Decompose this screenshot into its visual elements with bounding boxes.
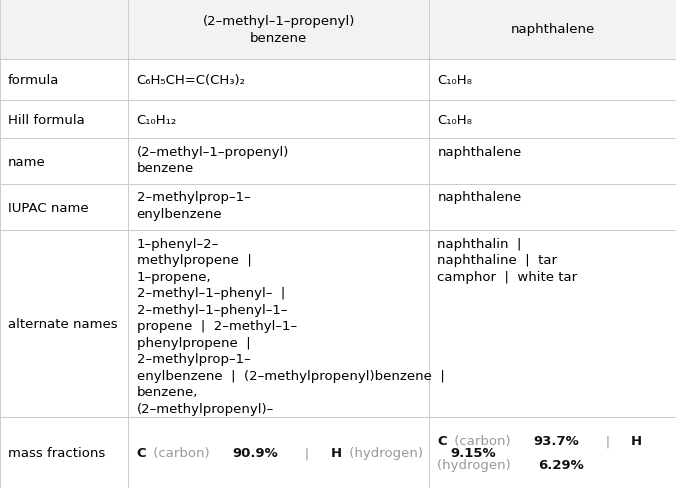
Text: C₁₀H₈: C₁₀H₈ bbox=[437, 114, 473, 126]
Text: naphthalene: naphthalene bbox=[437, 191, 522, 204]
Bar bbox=[0, 139, 128, 184]
Bar bbox=[0, 60, 128, 101]
Text: naphthalin  |
naphthaline  |  tar
camphor  |  white tar: naphthalin | naphthaline | tar camphor |… bbox=[437, 237, 577, 283]
Bar bbox=[128, 101, 429, 139]
Text: 9.15%: 9.15% bbox=[451, 446, 496, 459]
Text: formula: formula bbox=[8, 74, 59, 87]
Bar bbox=[429, 101, 676, 139]
Bar bbox=[429, 60, 676, 101]
Bar bbox=[0, 101, 128, 139]
Text: 2–methylprop–1–
enylbenzene: 2–methylprop–1– enylbenzene bbox=[137, 191, 250, 220]
Bar bbox=[128, 417, 429, 488]
Bar bbox=[429, 417, 676, 488]
Text: C: C bbox=[437, 434, 447, 447]
Text: naphthalene: naphthalene bbox=[510, 23, 595, 36]
Text: C: C bbox=[137, 446, 146, 459]
Text: C₆H₅CH=C(CH₃)₂: C₆H₅CH=C(CH₃)₂ bbox=[137, 74, 245, 87]
Text: H: H bbox=[631, 434, 642, 447]
Bar bbox=[0, 184, 128, 231]
Bar bbox=[429, 0, 676, 60]
Bar bbox=[429, 231, 676, 417]
Text: C₁₀H₁₂: C₁₀H₁₂ bbox=[137, 114, 177, 126]
Text: |: | bbox=[593, 434, 623, 447]
Text: name: name bbox=[8, 155, 46, 168]
Bar bbox=[128, 139, 429, 184]
Text: IUPAC name: IUPAC name bbox=[8, 201, 89, 214]
Text: 6.29%: 6.29% bbox=[538, 458, 584, 471]
Text: |: | bbox=[292, 446, 322, 459]
Text: naphthalene: naphthalene bbox=[437, 145, 522, 159]
Text: (carbon): (carbon) bbox=[149, 446, 214, 459]
Bar bbox=[128, 231, 429, 417]
Text: H: H bbox=[331, 446, 341, 459]
Bar bbox=[0, 417, 128, 488]
Bar bbox=[0, 0, 128, 60]
Text: (2–methyl–1–propenyl)
benzene: (2–methyl–1–propenyl) benzene bbox=[137, 145, 289, 175]
Text: 90.9%: 90.9% bbox=[233, 446, 279, 459]
Text: alternate names: alternate names bbox=[8, 318, 118, 330]
Text: (carbon): (carbon) bbox=[450, 434, 514, 447]
Text: mass fractions: mass fractions bbox=[8, 446, 105, 459]
Text: (2–methyl–1–propenyl)
benzene: (2–methyl–1–propenyl) benzene bbox=[203, 15, 355, 44]
Text: (hydrogen): (hydrogen) bbox=[345, 446, 427, 459]
Bar bbox=[429, 139, 676, 184]
Text: 93.7%: 93.7% bbox=[533, 434, 579, 447]
Bar bbox=[128, 184, 429, 231]
Bar bbox=[0, 231, 128, 417]
Text: 1–phenyl–2–
methylpropene  |
1–propene,
2–methyl–1–phenyl–  |
2–methyl–1–phenyl–: 1–phenyl–2– methylpropene | 1–propene, 2… bbox=[137, 237, 444, 415]
Bar bbox=[429, 184, 676, 231]
Text: (hydrogen): (hydrogen) bbox=[437, 458, 515, 471]
Bar bbox=[128, 0, 429, 60]
Text: Hill formula: Hill formula bbox=[8, 114, 85, 126]
Text: C₁₀H₈: C₁₀H₈ bbox=[437, 74, 473, 87]
Bar bbox=[128, 60, 429, 101]
